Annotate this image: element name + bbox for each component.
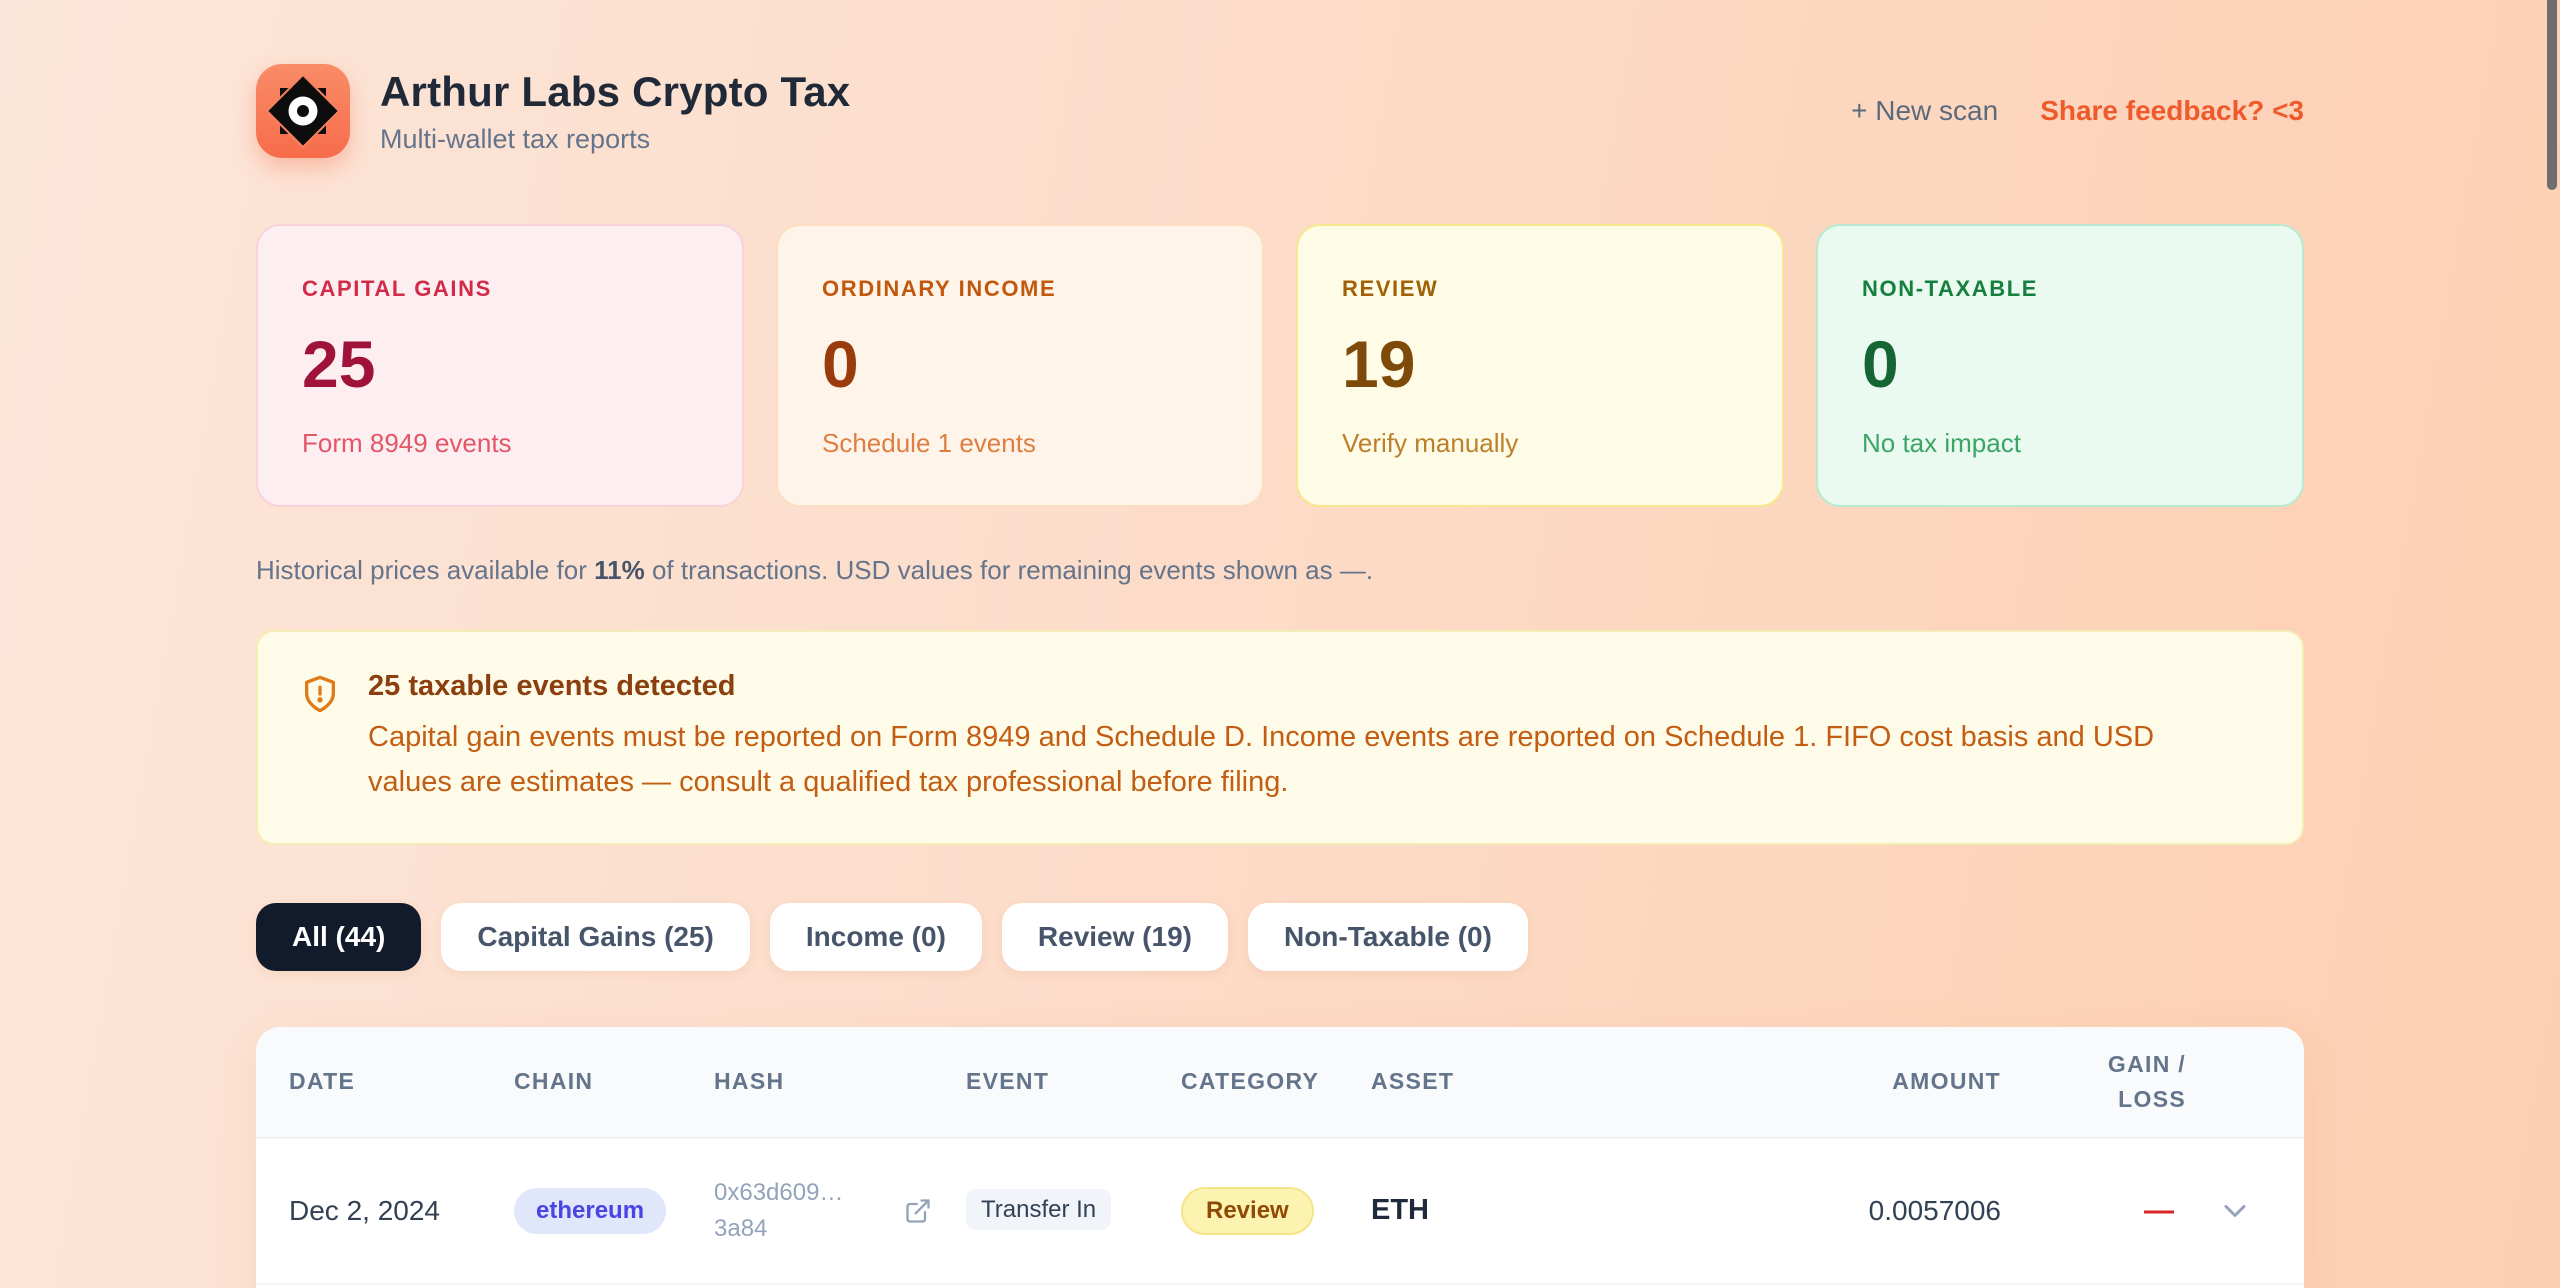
card-label: NON-TAXABLE <box>1862 276 2039 301</box>
card-value: 25 <box>302 327 376 401</box>
table-row: Dec 2, 2024 ethereum 0x63d609… 3a84 Tran… <box>256 1139 2304 1285</box>
header: Arthur Labs Crypto Tax Multi-wallet tax … <box>256 64 2304 158</box>
note-percent: 11% <box>594 555 645 585</box>
taxable-events-alert: 25 taxable events detected Capital gain … <box>256 630 2304 845</box>
card-value: 19 <box>1342 327 1416 401</box>
col-chain: CHAIN <box>514 1068 594 1095</box>
tab-non-taxable[interactable]: Non-Taxable (0) <box>1247 902 1528 971</box>
share-feedback-link[interactable]: Share feedback? <3 <box>2040 95 2304 126</box>
card-caption: Form 8949 events <box>302 428 512 458</box>
card-caption: Schedule 1 events <box>822 428 1036 458</box>
chevron-down-icon[interactable] <box>2186 1193 2284 1229</box>
scrollbar-thumb[interactable] <box>2547 0 2557 190</box>
card-value: 0 <box>822 327 859 401</box>
cell-category: Review <box>1181 1186 1371 1235</box>
cell-chain: ethereum <box>514 1187 714 1234</box>
shield-alert-icon <box>300 672 340 721</box>
page-title: Arthur Labs Crypto Tax <box>380 67 851 115</box>
event-badge: Transfer In <box>966 1189 1112 1231</box>
category-badge: Review <box>1181 1186 1314 1235</box>
summary-cards: CAPITAL GAINS 25 Form 8949 events ORDINA… <box>256 224 2304 507</box>
hash-line1: 0x63d609… <box>714 1178 844 1206</box>
chain-badge: ethereum <box>514 1187 667 1234</box>
alert-title: 25 taxable events detected <box>368 670 736 702</box>
hash-line2: 3a84 <box>714 1214 768 1242</box>
historical-prices-note: Historical prices available for 11% of t… <box>256 555 2304 586</box>
cell-gain-loss: — <box>2144 1193 2174 1227</box>
note-prefix: Historical prices available for <box>256 555 595 585</box>
app-logo-icon <box>256 64 350 158</box>
brand-text: Arthur Labs Crypto Tax Multi-wallet tax … <box>380 68 850 155</box>
card-label: ORDINARY INCOME <box>822 276 1057 301</box>
cell-date: Dec 2, 2024 <box>289 1194 440 1226</box>
cell-amount: 0.0057006 <box>1868 1194 2001 1226</box>
filter-tabs: All (44) Capital Gains (25) Income (0) R… <box>256 902 2304 971</box>
card-caption: No tax impact <box>1862 428 2021 458</box>
alert-body: Capital gain events must be reported on … <box>368 721 2155 798</box>
card-ordinary-income: ORDINARY INCOME 0 Schedule 1 events <box>776 224 1264 507</box>
card-value: 0 <box>1862 327 1899 401</box>
col-asset: ASSET <box>1371 1068 1455 1095</box>
card-caption: Verify manually <box>1342 428 1519 458</box>
main-container: Arthur Labs Crypto Tax Multi-wallet tax … <box>256 0 2304 1288</box>
col-amount: AMOUNT <box>1892 1068 2001 1095</box>
header-actions: + New scan Share feedback? <3 <box>1851 95 2304 127</box>
alert-content: 25 taxable events detected Capital gain … <box>368 670 2198 805</box>
card-label: REVIEW <box>1342 276 1439 301</box>
tab-capital-gains[interactable]: Capital Gains (25) <box>441 902 750 971</box>
card-label: CAPITAL GAINS <box>302 276 492 301</box>
cell-asset: ETH <box>1371 1194 1429 1227</box>
col-date: DATE <box>289 1068 356 1095</box>
cell-event: Transfer In <box>966 1181 1116 1240</box>
col-gain-loss: GAIN / LOSS <box>2107 1051 2186 1112</box>
external-link-icon[interactable] <box>904 1197 966 1225</box>
table-header-row: DATE CHAIN HASH EVENT CATEGORY ASSET AMO… <box>256 1026 2304 1139</box>
col-hash: HASH <box>714 1068 785 1095</box>
card-review: REVIEW 19 Verify manually <box>1296 224 1784 507</box>
page-subtitle: Multi-wallet tax reports <box>380 123 651 154</box>
note-suffix: of transactions. USD values for remainin… <box>644 555 1374 585</box>
col-category: CATEGORY <box>1181 1068 1320 1095</box>
new-scan-button[interactable]: + New scan <box>1851 95 1999 126</box>
tab-income[interactable]: Income (0) <box>769 902 982 971</box>
brand: Arthur Labs Crypto Tax Multi-wallet tax … <box>256 64 850 158</box>
tab-all[interactable]: All (44) <box>256 902 422 971</box>
cell-hash: 0x63d609… 3a84 <box>714 1175 864 1247</box>
col-event: EVENT <box>966 1068 1050 1095</box>
events-table: DATE CHAIN HASH EVENT CATEGORY ASSET AMO… <box>256 1026 2304 1288</box>
card-capital-gains: CAPITAL GAINS 25 Form 8949 events <box>256 224 744 507</box>
tab-review[interactable]: Review (19) <box>1001 902 1228 971</box>
card-non-taxable: NON-TAXABLE 0 No tax impact <box>1816 224 2304 507</box>
